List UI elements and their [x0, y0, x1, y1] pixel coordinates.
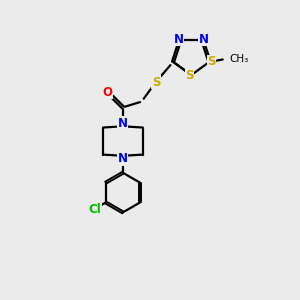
- Text: N: N: [199, 33, 209, 46]
- Text: S: S: [152, 76, 160, 89]
- Text: S: S: [185, 69, 194, 82]
- Text: N: N: [118, 152, 128, 165]
- Text: N: N: [118, 117, 128, 130]
- Text: Cl: Cl: [89, 202, 102, 216]
- Text: N: N: [174, 33, 184, 46]
- Text: O: O: [103, 86, 113, 99]
- Text: CH₃: CH₃: [229, 54, 249, 64]
- Text: S: S: [207, 55, 216, 68]
